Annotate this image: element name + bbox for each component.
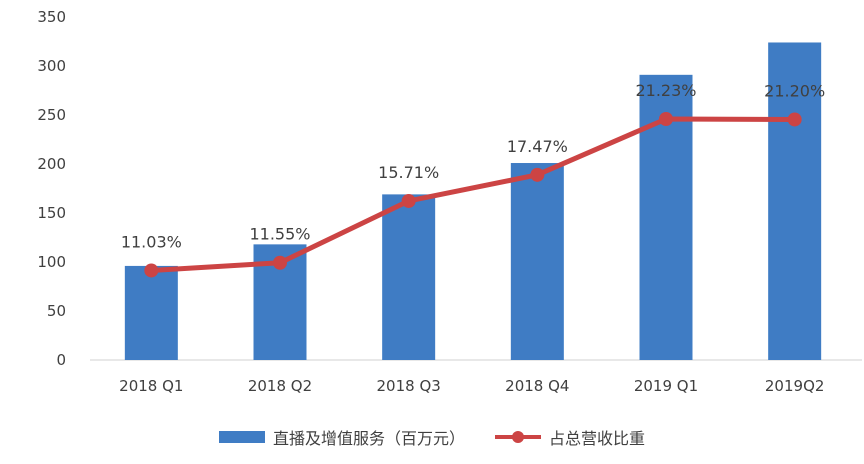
legend: 直播及增值服务（百万元） 占总营收比重 xyxy=(0,422,864,452)
legend-item-bars: 直播及增值服务（百万元） xyxy=(218,425,465,449)
line-point xyxy=(530,167,545,182)
bar xyxy=(124,265,178,360)
bar xyxy=(510,163,564,360)
line-data-label: 11.55% xyxy=(249,225,310,244)
x-tick-label: 2018 Q2 xyxy=(248,377,312,395)
line-data-label: 21.23% xyxy=(635,81,696,100)
y-tick-label: 250 xyxy=(37,106,66,124)
y-axis-ticks: 0 50 100 150 200 250 300 350 xyxy=(37,8,66,369)
legend-line-swatch xyxy=(495,431,541,443)
x-tick-label: 2018 Q1 xyxy=(119,377,183,395)
legend-bars-label: 直播及增值服务（百万元） xyxy=(272,429,465,448)
bar-series xyxy=(124,42,822,360)
line-point xyxy=(144,263,159,278)
bar xyxy=(768,42,822,360)
legend-bar-swatch xyxy=(218,431,265,443)
bar xyxy=(382,194,436,360)
x-tick-label: 2018 Q4 xyxy=(505,377,569,395)
y-tick-label: 350 xyxy=(37,8,66,26)
line-path xyxy=(151,116,795,273)
legend-item-line: 占总营收比重 xyxy=(495,425,645,449)
y-tick-label: 0 xyxy=(56,351,66,369)
line-data-labels: 11.03% 11.55% 15.71% 17.47% 21.23% 21.20% xyxy=(121,81,825,251)
y-tick-label: 200 xyxy=(37,155,66,173)
line-point xyxy=(659,112,673,127)
line-data-label: 21.20% xyxy=(764,81,825,100)
y-tick-label: 300 xyxy=(37,57,66,75)
line-data-label: 11.03% xyxy=(121,232,182,251)
legend-line-label: 占总营收比重 xyxy=(549,429,646,448)
y-tick-label: 100 xyxy=(37,253,66,271)
line-point xyxy=(273,255,287,270)
line-point xyxy=(787,112,802,127)
x-tick-label: 2018 Q3 xyxy=(377,377,441,395)
x-tick-label: 2019 Q1 xyxy=(634,377,698,395)
y-tick-label: 150 xyxy=(37,204,66,222)
x-axis-ticks: 2018 Q1 2018 Q2 2018 Q3 2018 Q4 2019 Q1 2019Q… xyxy=(119,377,824,395)
line-data-label: 17.47% xyxy=(507,137,568,156)
x-tick-label: 2019Q2 xyxy=(765,377,825,395)
y-tick-label: 50 xyxy=(47,302,66,320)
line-data-label: 15.71% xyxy=(378,163,439,182)
line-series xyxy=(144,112,802,278)
line-point xyxy=(401,193,416,208)
